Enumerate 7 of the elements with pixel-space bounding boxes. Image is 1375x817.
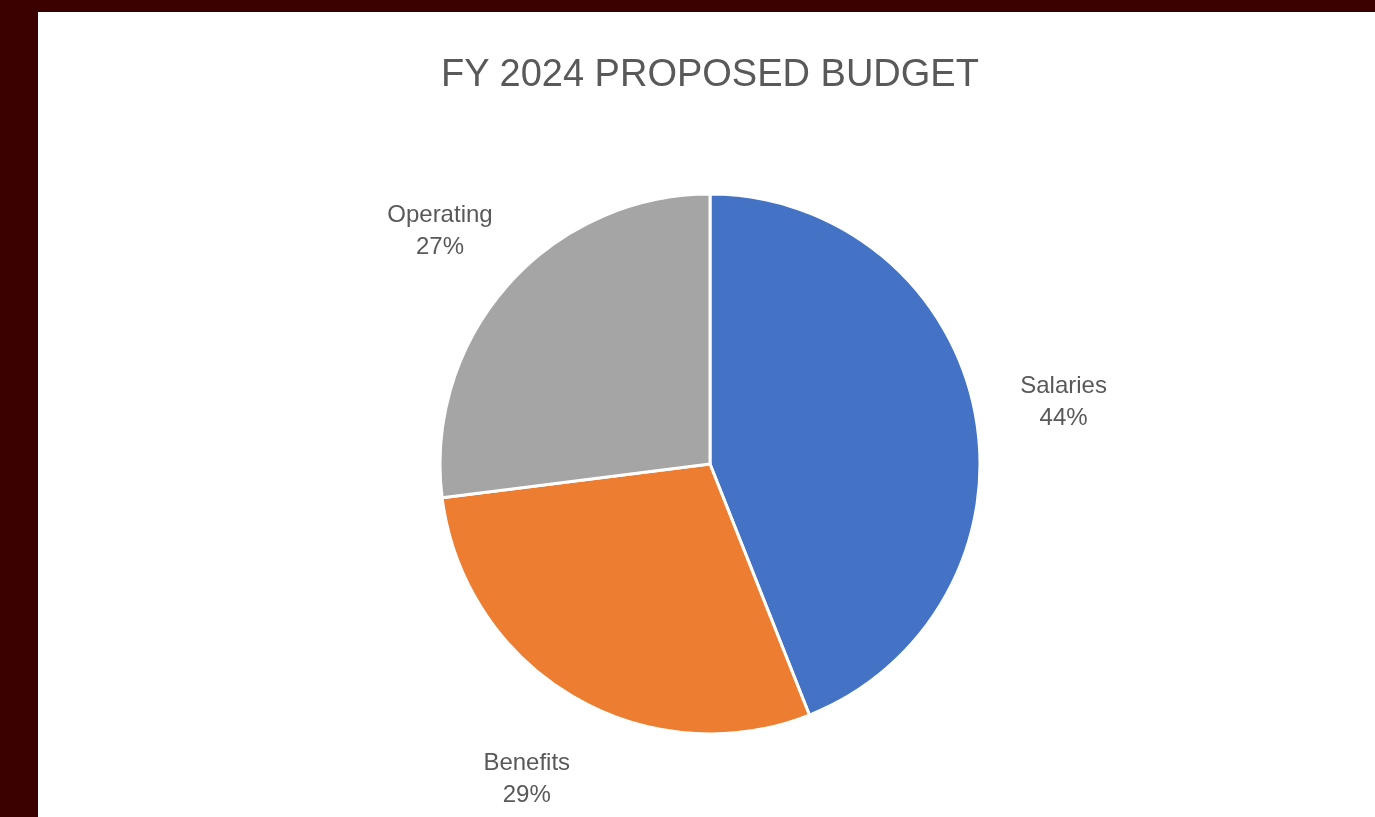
- data-label: 27%: [415, 231, 464, 259]
- data-label: 44%: [1039, 402, 1088, 430]
- slice-label: Salaries: [1020, 370, 1107, 398]
- data-label: 29%: [502, 779, 551, 807]
- chart-title: FY 2024 PROPOSED BUDGET: [441, 52, 979, 94]
- slice-label: Benefits: [483, 747, 571, 775]
- slice-label: Operating: [387, 199, 493, 227]
